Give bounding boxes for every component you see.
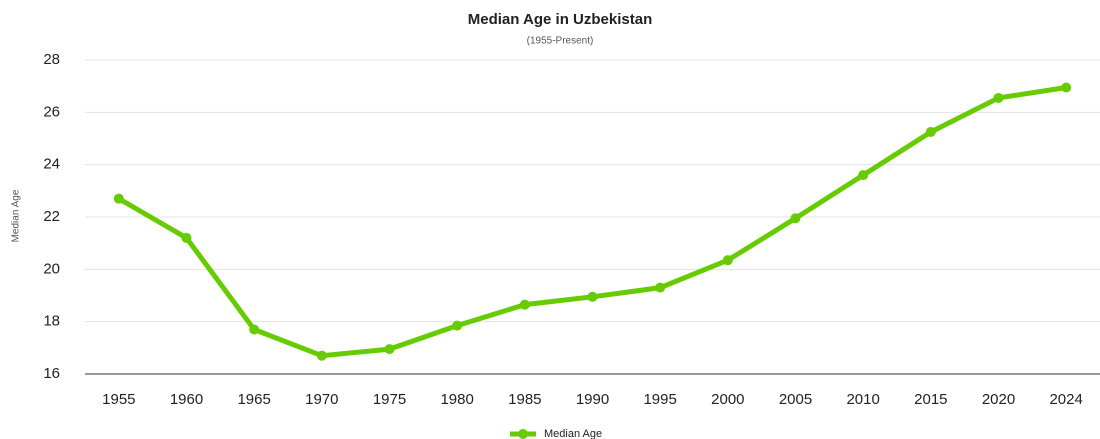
x-tick-label: 1960: [170, 391, 203, 408]
line: [117, 85, 1067, 359]
y-tick-label: 20: [43, 260, 60, 277]
y-tick-label: 24: [43, 156, 60, 173]
x-tick-label: 1985: [508, 391, 541, 408]
point: [925, 126, 936, 137]
chart-subtitle: (1955-Present): [527, 36, 594, 47]
point: [113, 193, 124, 204]
point: [722, 255, 733, 266]
point: [316, 350, 327, 361]
point: [1061, 82, 1072, 93]
y-tick-label: 28: [43, 51, 60, 68]
point: [452, 320, 463, 331]
point: [790, 213, 801, 224]
x-tick-label: 1995: [643, 391, 676, 408]
x-tick-label: 2020: [982, 391, 1015, 408]
x-tick-label: 1990: [576, 391, 609, 408]
x-tick-label: 2015: [914, 391, 947, 408]
x-tick-label: 1955: [102, 391, 135, 408]
point: [249, 324, 260, 335]
legend-marker: [518, 429, 528, 439]
x-tick-label: 2010: [846, 391, 879, 408]
x-tick-label: 2024: [1049, 391, 1082, 408]
x-tick-label: 2000: [711, 391, 744, 408]
point: [993, 92, 1004, 103]
y-axis-label: Median Age: [11, 189, 22, 242]
x-tick-label: 1965: [237, 391, 270, 408]
point: [181, 232, 192, 243]
point: [858, 170, 869, 181]
chart-title: Median Age in Uzbekistan: [468, 11, 652, 28]
point: [655, 282, 666, 293]
x-tick-label: 1970: [305, 391, 338, 408]
y-tick-label: 16: [43, 365, 60, 382]
y-tick-label: 22: [43, 208, 60, 225]
legend-label: Median Age: [544, 428, 602, 439]
point: [519, 299, 530, 310]
x-tick-label: 2005: [779, 391, 812, 408]
point: [587, 291, 598, 302]
point: [384, 344, 395, 355]
x-tick-label: 1975: [373, 391, 406, 408]
y-tick-label: 18: [43, 313, 60, 330]
y-tick-label: 26: [43, 103, 60, 120]
x-tick-label: 1980: [440, 391, 473, 408]
